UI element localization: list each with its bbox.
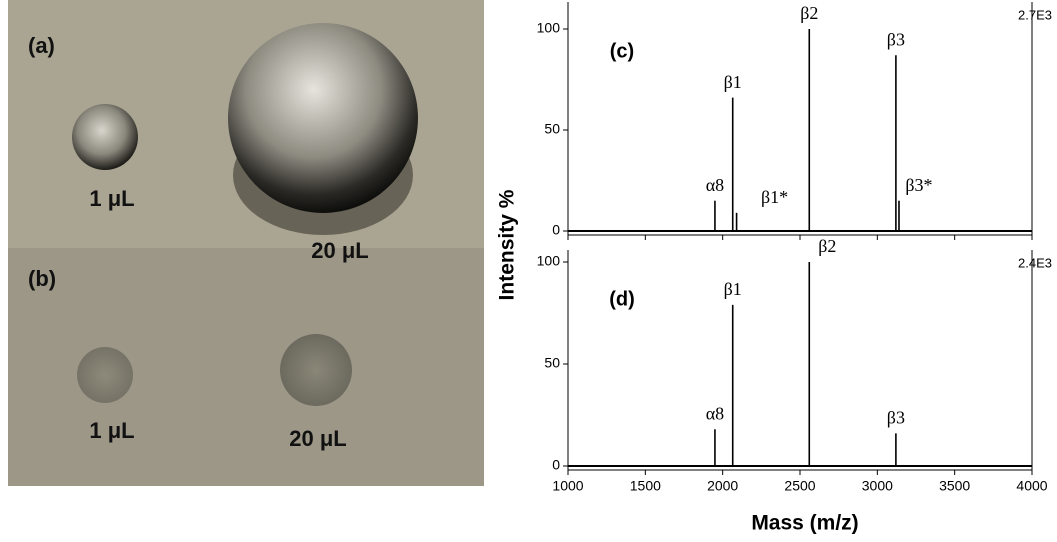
drop [72,104,138,170]
x-tick-label: 4000 [1016,478,1047,494]
scale-label: 2.7E3 [1018,7,1052,22]
panel-label: (b) [28,266,56,291]
drop [228,23,418,213]
panel-label: (a) [28,33,55,58]
x-tick-label: 2500 [784,478,815,494]
x-axis-title: Mass (m/z) [751,512,858,535]
drop-label: 20 μL [289,426,346,451]
x-tick-label: 3500 [939,478,970,494]
panel-label: (c) [610,40,634,62]
peak-label: β3* [905,175,932,195]
y-tick-label: 50 [544,355,560,371]
y-tick-label: 0 [552,222,560,238]
panel-label: (d) [609,288,635,310]
peak-label: β3 [887,29,905,49]
peak-label: α8 [706,175,724,195]
y-axis-title: Intensity % [496,189,519,300]
peak-label: β3 [887,407,905,427]
y-tick-label: 0 [552,457,560,473]
drop-label: 1 μL [89,418,134,443]
y-tick-label: 100 [537,20,561,36]
y-tick-label: 50 [544,121,560,137]
figure: (a) 1 μL 20 μL (b) 1 μL 20 μL 0 50 100 α8 β1… [0,0,1057,542]
scale-label: 2.4E3 [1018,255,1052,270]
peak-label: β1* [761,187,788,207]
peak-label: β1 [724,72,742,92]
peak-label: β2 [818,236,836,256]
residue [77,347,133,403]
peak-label: α8 [706,403,724,423]
peak-label: β1 [724,279,742,299]
x-tick-label: 1500 [630,478,661,494]
x-tick-label: 2000 [707,478,738,494]
drop-label: 20 μL [311,238,368,263]
residue [280,334,352,406]
drop-label: 1 μL [89,186,134,211]
y-tick-label: 100 [537,253,561,269]
x-tick-label: 3000 [862,478,893,494]
x-tick-label: 1000 [552,478,583,494]
peak-label: β2 [800,3,818,23]
